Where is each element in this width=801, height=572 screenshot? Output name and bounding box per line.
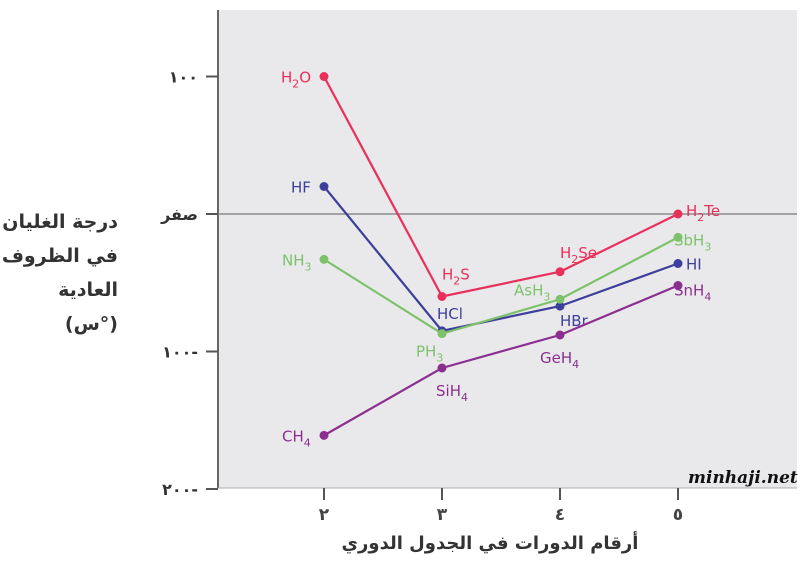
y-axis-label-line: (°س) [64, 313, 118, 335]
y-axis-label: درجة الغليان في الظروف العادية (°س) [0, 205, 118, 341]
data-label: SiH4 [436, 382, 468, 404]
data-point [673, 259, 683, 268]
y-tick-label: ١٠٠- [162, 343, 198, 362]
data-point [673, 209, 683, 219]
x-axis-label: أرقام الدورات في الجدول الدوري [341, 533, 639, 554]
y-tick-label: ٢٠٠- [162, 480, 198, 499]
watermark: minhaji.net [688, 468, 798, 488]
data-point [319, 430, 329, 440]
data-label: H2Te [686, 202, 720, 224]
data-point [437, 363, 447, 373]
data-label: PH3 [416, 343, 443, 365]
data-label: HI [686, 256, 702, 274]
plot-area [218, 10, 797, 488]
y-axis-label-line: في الظروف [1, 245, 118, 267]
data-point [319, 72, 329, 81]
series-line [323, 185, 679, 333]
data-point [555, 330, 565, 340]
data-label: SnH4 [674, 282, 711, 304]
data-point [319, 182, 329, 191]
data-point [437, 292, 447, 301]
data-point [319, 254, 329, 264]
data-point [437, 329, 447, 339]
series-line [323, 75, 679, 298]
data-point [555, 301, 565, 311]
data-label: CH4 [282, 427, 311, 449]
data-label: H2S [442, 266, 470, 288]
data-point [673, 281, 683, 290]
data-label: HF [291, 179, 311, 197]
series-line [323, 284, 679, 437]
data-label: GeH4 [540, 349, 579, 371]
data-point [673, 232, 683, 242]
y-tick-label: ١٠٠ [169, 68, 198, 87]
x-tick-label: ٢ [319, 505, 330, 525]
data-point [555, 294, 565, 304]
y-axis-label-line: درجة الغليان [2, 211, 118, 233]
y-axis-label-line: العادية [58, 279, 118, 301]
x-tick-label: ٥ [673, 505, 683, 525]
data-label: H2O [281, 69, 311, 91]
data-label: HCl [437, 305, 463, 323]
data-label: SbH3 [674, 231, 711, 253]
x-tick-label: ٣ [437, 505, 448, 525]
data-label: AsH3 [514, 281, 550, 303]
x-tick-label: ٤ [555, 505, 565, 525]
data-label: H2Se [560, 244, 597, 266]
data-point [555, 267, 565, 277]
series-line [323, 236, 679, 335]
data-label: HBr [560, 312, 589, 330]
y-tick-label: صفر [160, 205, 198, 224]
data-label: NH3 [282, 251, 312, 273]
